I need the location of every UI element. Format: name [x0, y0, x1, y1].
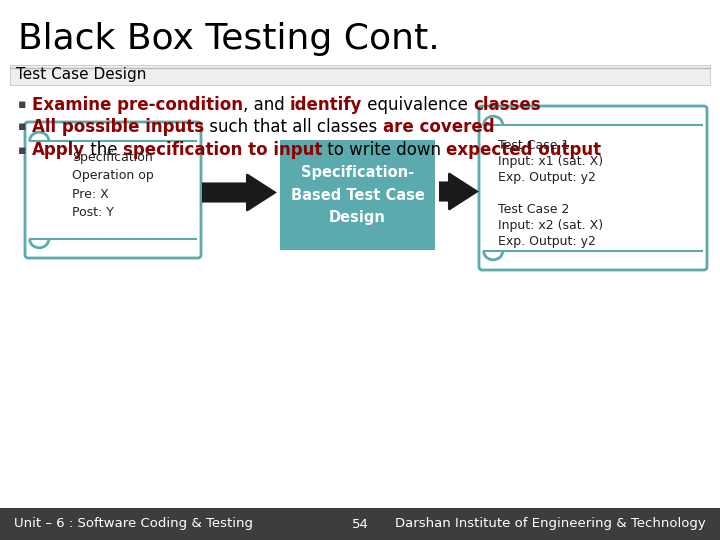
Text: classes: classes — [474, 96, 541, 114]
Text: Input: x2 (sat. X): Input: x2 (sat. X) — [498, 219, 603, 232]
Text: ▪: ▪ — [18, 144, 27, 157]
Text: Exp. Output: y2: Exp. Output: y2 — [498, 235, 596, 248]
Text: Specification-
Based Test Case
Design: Specification- Based Test Case Design — [291, 165, 424, 225]
Text: , and: , and — [243, 96, 290, 114]
Text: Examine pre-condition: Examine pre-condition — [32, 96, 243, 114]
Text: Test Case 2: Test Case 2 — [498, 203, 570, 216]
Text: Test Case Design: Test Case Design — [16, 68, 146, 83]
Text: Black Box Testing Cont.: Black Box Testing Cont. — [18, 22, 440, 56]
Text: specification to input: specification to input — [123, 141, 323, 159]
FancyBboxPatch shape — [25, 122, 201, 258]
Polygon shape — [440, 173, 477, 210]
Text: expected output: expected output — [446, 141, 602, 159]
Text: identify: identify — [290, 96, 362, 114]
Text: Test Case 1: Test Case 1 — [498, 139, 570, 152]
Text: such that all classes: such that all classes — [204, 118, 382, 136]
FancyBboxPatch shape — [10, 65, 710, 85]
Text: Specification
Operation op
Pre: X
Post: Y: Specification Operation op Pre: X Post: … — [72, 152, 154, 219]
Text: equivalence: equivalence — [362, 96, 474, 114]
Text: Unit – 6 : Software Coding & Testing: Unit – 6 : Software Coding & Testing — [14, 517, 253, 530]
Text: to write down: to write down — [323, 141, 446, 159]
FancyBboxPatch shape — [479, 106, 707, 270]
Text: Apply: Apply — [32, 141, 85, 159]
Text: the: the — [85, 141, 123, 159]
Text: ▪: ▪ — [18, 120, 27, 133]
Text: Input: x1 (sat. X): Input: x1 (sat. X) — [498, 155, 603, 168]
Text: All possible inputs: All possible inputs — [32, 118, 204, 136]
Text: Darshan Institute of Engineering & Technology: Darshan Institute of Engineering & Techn… — [395, 517, 706, 530]
Polygon shape — [203, 174, 275, 211]
Text: 54: 54 — [351, 517, 369, 530]
Text: Exp. Output: y2: Exp. Output: y2 — [498, 171, 596, 184]
Text: are covered: are covered — [382, 118, 494, 136]
FancyBboxPatch shape — [0, 508, 720, 540]
FancyBboxPatch shape — [280, 140, 435, 250]
Text: ▪: ▪ — [18, 98, 27, 111]
